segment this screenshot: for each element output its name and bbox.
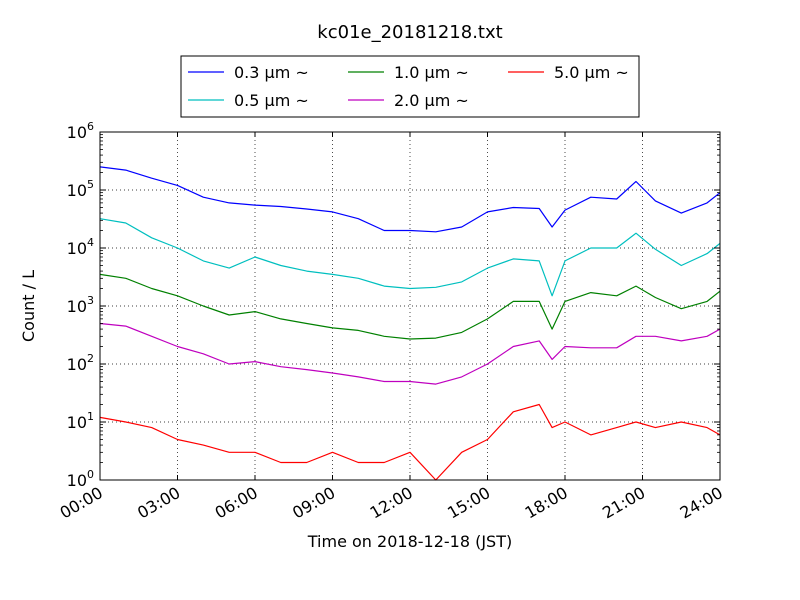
chart-title: kc01e_20181218.txt [317,22,502,43]
grid-lines [99,131,721,481]
legend: 0.3 μm ~ 0.5 μm ~ 1.0 μm ~ 2.0 μm ~ 5.0 μm ~ [180,55,640,118]
x-tick-label: 15:00 [444,483,493,523]
y-tick-base: 10 [67,355,87,374]
series-line-1 [99,166,721,233]
legend-label: 2.0 μm ~ [394,91,469,110]
y-tick-label: 100 [67,468,94,490]
legend-label: 5.0 μm ~ [554,63,629,82]
y-tick-label: 103 [67,294,94,316]
y-tick-label: 101 [67,410,94,432]
series-lines [99,166,721,481]
x-tick-label: 09:00 [289,483,338,523]
y-tick-exponent: 0 [87,468,94,481]
series-line-3 [99,273,721,340]
legend-box [180,55,640,118]
legend-label: 0.3 μm ~ [234,63,309,82]
y-tick-exponent: 4 [87,236,94,249]
y-tick-exponent: 1 [87,410,94,423]
y-tick-label: 104 [67,236,94,258]
series-line-4 [99,322,721,385]
x-tick-label: 24:00 [677,483,726,523]
y-axis-label: Count / L [19,270,38,342]
y-tick-exponent: 5 [87,178,94,191]
y-tick-base: 10 [67,297,87,316]
x-tick-label: 21:00 [599,483,648,523]
series-line-2 [99,218,721,297]
x-axis-label: Time on 2018-12-18 (JST) [307,532,512,551]
y-tick-base: 10 [67,413,87,432]
x-tick-label: 06:00 [212,483,261,523]
y-tick-base: 10 [67,123,87,142]
x-tick-label: 12:00 [367,483,416,523]
y-tick-base: 10 [67,471,87,490]
y-tick-exponent: 6 [87,120,94,133]
legend-label: 0.5 μm ~ [234,91,309,110]
y-tick-label: 102 [67,352,94,374]
x-tick-label: 18:00 [522,483,571,523]
y-tick-label: 105 [67,178,94,200]
y-tick-exponent: 3 [87,294,94,307]
x-tick-label: 03:00 [134,483,183,523]
y-tick-label: 106 [67,120,94,142]
y-tick-base: 10 [67,181,87,200]
y-tick-base: 10 [67,239,87,258]
legend-label: 1.0 μm ~ [394,63,469,82]
y-tick-exponent: 2 [87,352,94,365]
